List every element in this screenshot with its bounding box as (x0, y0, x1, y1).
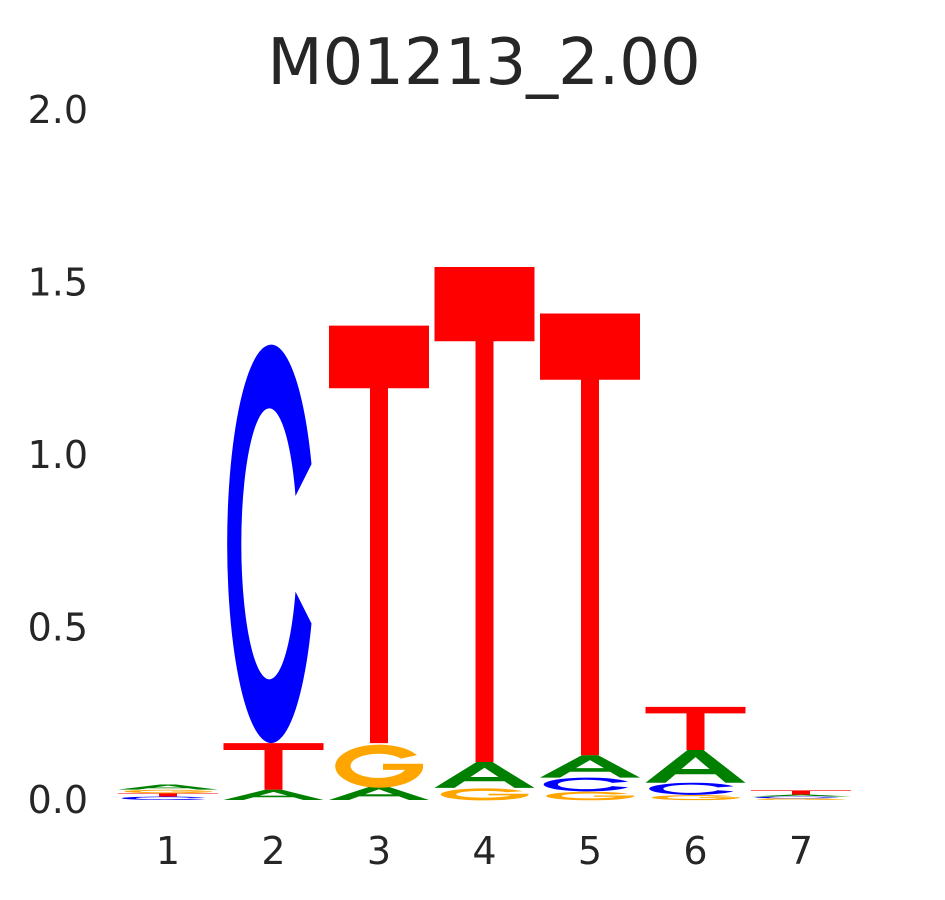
letter-A-pos-5 (540, 755, 640, 778)
letter-C-pos-7 (754, 796, 839, 799)
letter-C-pos-1 (121, 796, 206, 800)
chart-title: M01213_2.00 (267, 26, 700, 100)
letter-G-pos-1 (124, 789, 212, 794)
letter-T-pos-1 (118, 793, 218, 797)
letter-T-pos-2 (223, 743, 324, 790)
y-tick-label: 0.5 (28, 606, 88, 650)
letter-A-pos-2 (223, 789, 324, 800)
letter-T-pos-6 (645, 706, 746, 750)
letter-T-pos-3 (329, 325, 429, 744)
letter-G-pos-4 (440, 788, 529, 801)
letter-C-pos-5 (543, 777, 628, 792)
x-tick-label: 1 (156, 829, 180, 873)
x-tick-label: 5 (578, 829, 602, 873)
letter-C-pos-2 (227, 344, 312, 744)
letter-A-pos-6 (645, 749, 746, 783)
letter-G-pos-6 (651, 795, 740, 801)
x-axis: 1 2 3 4 5 6 7 (156, 829, 813, 873)
y-tick-label: 0.0 (28, 778, 88, 822)
letter-T-pos-5 (540, 313, 640, 756)
letter-T-pos-4 (434, 266, 535, 763)
y-axis: 0.0 0.5 1.0 1.5 2.0 (28, 88, 88, 822)
y-tick-label: 1.5 (28, 261, 88, 305)
letter-A-pos-7 (751, 794, 851, 797)
y-tick-label: 2.0 (28, 88, 88, 132)
letter-G-pos-3 (335, 744, 423, 788)
letter-A-pos-1 (118, 784, 218, 790)
y-tick-label: 1.0 (28, 433, 88, 477)
x-tick-label: 6 (683, 829, 707, 873)
logo-stacks (118, 266, 851, 801)
x-tick-label: 3 (367, 829, 391, 873)
x-tick-label: 7 (789, 829, 813, 873)
x-tick-label: 2 (261, 829, 285, 873)
letter-G-pos-5 (546, 791, 634, 801)
letter-A-pos-4 (434, 762, 535, 788)
x-tick-label: 4 (472, 829, 496, 873)
letter-A-pos-3 (329, 786, 429, 800)
letter-C-pos-6 (649, 782, 734, 795)
letter-G-pos-7 (757, 798, 845, 801)
letter-T-pos-7 (751, 790, 851, 795)
